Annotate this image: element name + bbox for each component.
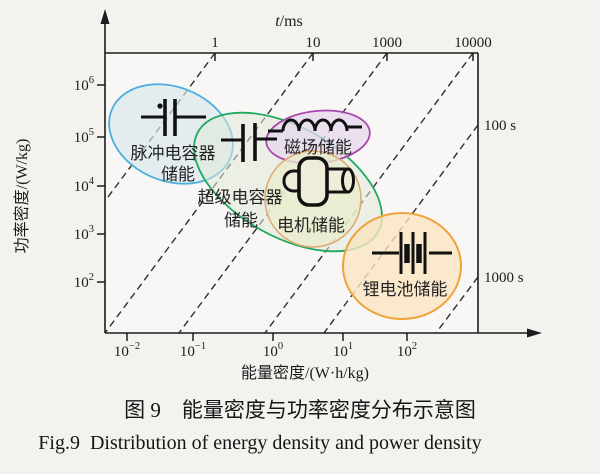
x-tick-label: 101 [333, 341, 353, 360]
y-tick-label: 104 [74, 176, 95, 195]
x-tick-label: 10−2 [114, 341, 140, 360]
region-label-supercapacitor: 储能 [224, 211, 258, 230]
y-axis-title: 功率密度/(W/kg) [13, 139, 31, 254]
right-time-label: 1000 s [484, 270, 524, 286]
region-label-motor: 电机储能 [277, 216, 345, 235]
top-tick-label: 10000 [454, 35, 492, 51]
capacitor-icon [221, 123, 277, 162]
y-tick-label: 106 [74, 75, 94, 94]
constant-time-line [105, 53, 314, 333]
x-axis-title: 能量密度/(W·h/kg) [241, 364, 369, 382]
marker-dot-icon [157, 103, 163, 109]
y-tick-label: 103 [74, 224, 94, 243]
top-tick-label: 1000 [372, 35, 402, 51]
region-label-supercapacitor: 超级电容器 [198, 188, 283, 207]
x-tick-label: 10−1 [180, 341, 206, 360]
inductor-icon [268, 118, 362, 133]
x-tick-label: 102 [397, 341, 417, 360]
motor-icon [282, 156, 355, 207]
y-axis-arrow-icon [100, 9, 110, 24]
right-time-label: 100 s [484, 118, 516, 134]
caption-english: Fig.9 Distribution of energy density and… [38, 432, 482, 454]
battery-icon [372, 232, 452, 274]
region-label-magnetic-field: 磁场储能 [284, 138, 352, 157]
constant-time-line [435, 276, 478, 333]
region-label-pulse-capacitor: 储能 [161, 165, 195, 184]
y-tick-label: 102 [74, 272, 94, 291]
top-tick-label: 1 [211, 35, 219, 51]
region-label-lithium-battery: 锂电池储能 [363, 280, 448, 299]
x-tick-label: 100 [263, 341, 283, 360]
time-axis-title: t/ms [275, 13, 303, 30]
top-tick-label: 10 [306, 35, 321, 51]
region-label-pulse-capacitor: 脉冲电容器 [131, 144, 216, 163]
capacitor-icon [141, 99, 206, 136]
y-tick-label: 105 [74, 127, 94, 146]
ragone-chart: 106 105 104 103 102 10−2 10−1 100 101 10… [13, 9, 542, 382]
x-axis-arrow-icon [527, 328, 542, 338]
caption-chinese: 图 9 能量密度与功率密度分布示意图 [124, 398, 476, 422]
